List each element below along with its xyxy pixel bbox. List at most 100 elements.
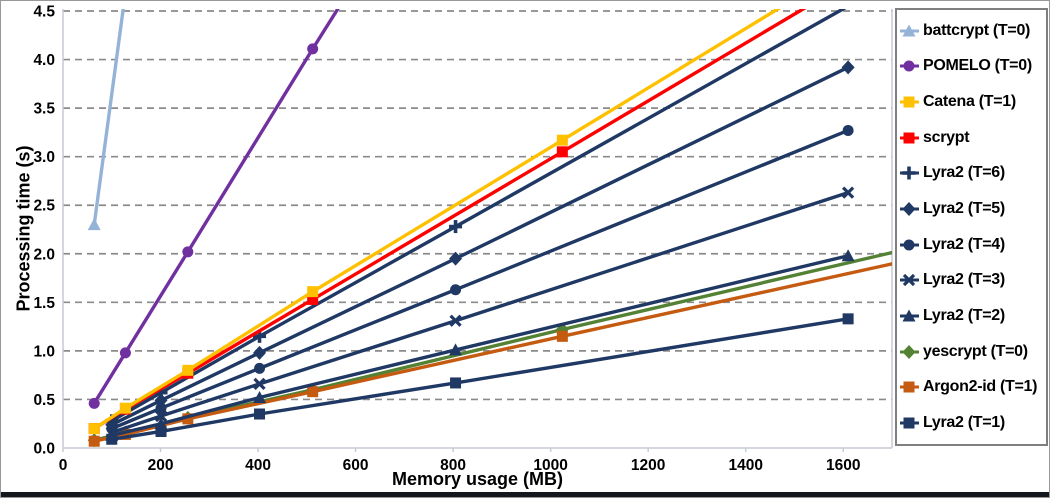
marker-diamond <box>902 202 916 217</box>
legend-item-label: battcrypt (T=0) <box>923 21 1031 39</box>
legend-item-label: POMELO (T=0) <box>923 57 1032 75</box>
series-line-battcrypt-t-0 <box>92 9 125 227</box>
marker-square <box>155 425 167 437</box>
series-line-lyra2-t-6 <box>110 9 847 423</box>
marker-square <box>254 408 266 420</box>
x-tick-label: 0 <box>59 457 68 474</box>
x-tick-label: 1000 <box>533 457 567 474</box>
marker-square <box>307 386 319 398</box>
marker-square <box>119 402 131 414</box>
series-line-pomelo-t-0 <box>92 9 340 406</box>
marker-square <box>556 330 568 342</box>
legend-item-label: Lyra2 (T=2) <box>923 307 1005 325</box>
marker-circle <box>307 43 319 55</box>
marker-square <box>182 413 194 425</box>
legend-item-label: Lyra2 (T=3) <box>923 271 1005 289</box>
marker-triangle <box>902 309 916 322</box>
x-tick-label: 200 <box>148 457 174 474</box>
legend-item-label: Lyra2 (T=5) <box>923 200 1005 218</box>
marker-square <box>903 132 915 144</box>
circle-marker-icon <box>900 239 919 251</box>
y-tick-label: 4.5 <box>33 4 55 21</box>
marker-x <box>154 409 168 423</box>
marker-square <box>556 146 568 158</box>
series-line-lyra2-t-5 <box>110 65 850 427</box>
triangle-marker-icon <box>900 24 919 37</box>
marker-circle <box>119 347 131 359</box>
marker-triangle <box>449 343 463 356</box>
square-marker-icon <box>900 381 919 393</box>
x-tick-label: 600 <box>343 457 369 474</box>
y-tick-label: 0.0 <box>33 441 55 458</box>
marker-square <box>903 417 915 429</box>
square-marker-icon <box>900 96 919 108</box>
legend-item-label: scrypt <box>923 128 970 146</box>
marker-diamond <box>449 251 463 266</box>
series-group <box>87 9 892 448</box>
marker-x <box>253 377 266 391</box>
legend-item-label: Argon2-id (T=1) <box>923 378 1038 396</box>
marker-circle <box>903 60 915 72</box>
marker-square <box>903 96 915 108</box>
marker-triangle <box>841 249 855 262</box>
marker-circle <box>182 246 194 258</box>
square-marker-icon <box>900 417 919 429</box>
y-tick-label: 1.0 <box>33 343 55 360</box>
x-tick-label: 800 <box>440 457 466 474</box>
y-tick-label: 2.5 <box>33 198 55 215</box>
marker-square <box>182 364 194 376</box>
marker-diamond <box>154 393 168 408</box>
series-line-lyra2-t-4 <box>110 128 850 431</box>
legend-box: battcrypt (T=0) POMELO (T=0) Catena (T=1) s… <box>895 8 1048 446</box>
legend-item-yescrypt-t-0: yescrypt (T=0) <box>900 343 1045 361</box>
marker-circle <box>903 239 915 251</box>
marker-circle <box>842 124 854 136</box>
series-line-lyra2-t-3 <box>110 190 850 435</box>
legend-item-argon2-id-t-1: Argon2-id (T=1) <box>900 378 1045 396</box>
marker-square <box>88 423 100 435</box>
legend-item-label: Lyra2 (T=6) <box>923 164 1005 182</box>
x-axis-title: Memory usage (MB) <box>391 469 564 489</box>
legend-item-lyra2-t-4: Lyra2 (T=4) <box>900 236 1045 254</box>
marker-circle <box>254 362 266 374</box>
marker-circle <box>88 397 100 409</box>
legend-item-lyra2-t-1: Lyra2 (T=1) <box>900 414 1045 432</box>
marker-square <box>119 428 131 440</box>
marker-x <box>449 314 462 327</box>
diamond-marker-icon <box>900 202 919 217</box>
x-marker-icon <box>900 274 919 287</box>
marker-square <box>307 293 319 305</box>
marker-circle <box>155 402 167 414</box>
legend-item-lyra2-t-6: Lyra2 (T=6) <box>900 164 1045 182</box>
legend-item-battcrypt-t-0: battcrypt (T=0) <box>900 22 1045 40</box>
marker-diamond <box>841 60 855 75</box>
marker-diamond <box>902 344 916 359</box>
circle-marker-icon <box>900 60 919 72</box>
marker-square <box>307 286 319 298</box>
triangle-marker-icon <box>900 309 919 322</box>
bottom-border-bar <box>1 492 1049 497</box>
plus-marker-icon <box>900 166 919 180</box>
legend-item-lyra2-t-5: Lyra2 (T=5) <box>900 200 1045 218</box>
marker-triangle <box>253 391 267 404</box>
legend-item-label: yescrypt (T=0) <box>923 342 1028 360</box>
y-tick-label: 3.5 <box>33 101 55 118</box>
marker-triangle <box>902 24 916 37</box>
y-tick-label: 4.0 <box>33 52 55 69</box>
marker-square <box>903 381 915 393</box>
x-tick-label: 1200 <box>631 457 665 474</box>
legend-item-label: Catena (T=1) <box>923 93 1016 111</box>
marker-square <box>450 377 462 389</box>
marker-x <box>902 274 916 287</box>
marker-triangle <box>87 218 101 231</box>
marker-x <box>841 186 855 199</box>
y-tick-label: 3.0 <box>33 149 55 166</box>
y-axis-title: Processing time (s) <box>13 145 34 312</box>
marker-square <box>556 134 568 146</box>
legend-item-label: Lyra2 (T=1) <box>923 414 1005 432</box>
diamond-marker-icon <box>900 344 919 359</box>
marker-circle <box>450 284 462 296</box>
marker-square <box>842 313 854 325</box>
legend-item-scrypt: scrypt <box>900 129 1045 147</box>
